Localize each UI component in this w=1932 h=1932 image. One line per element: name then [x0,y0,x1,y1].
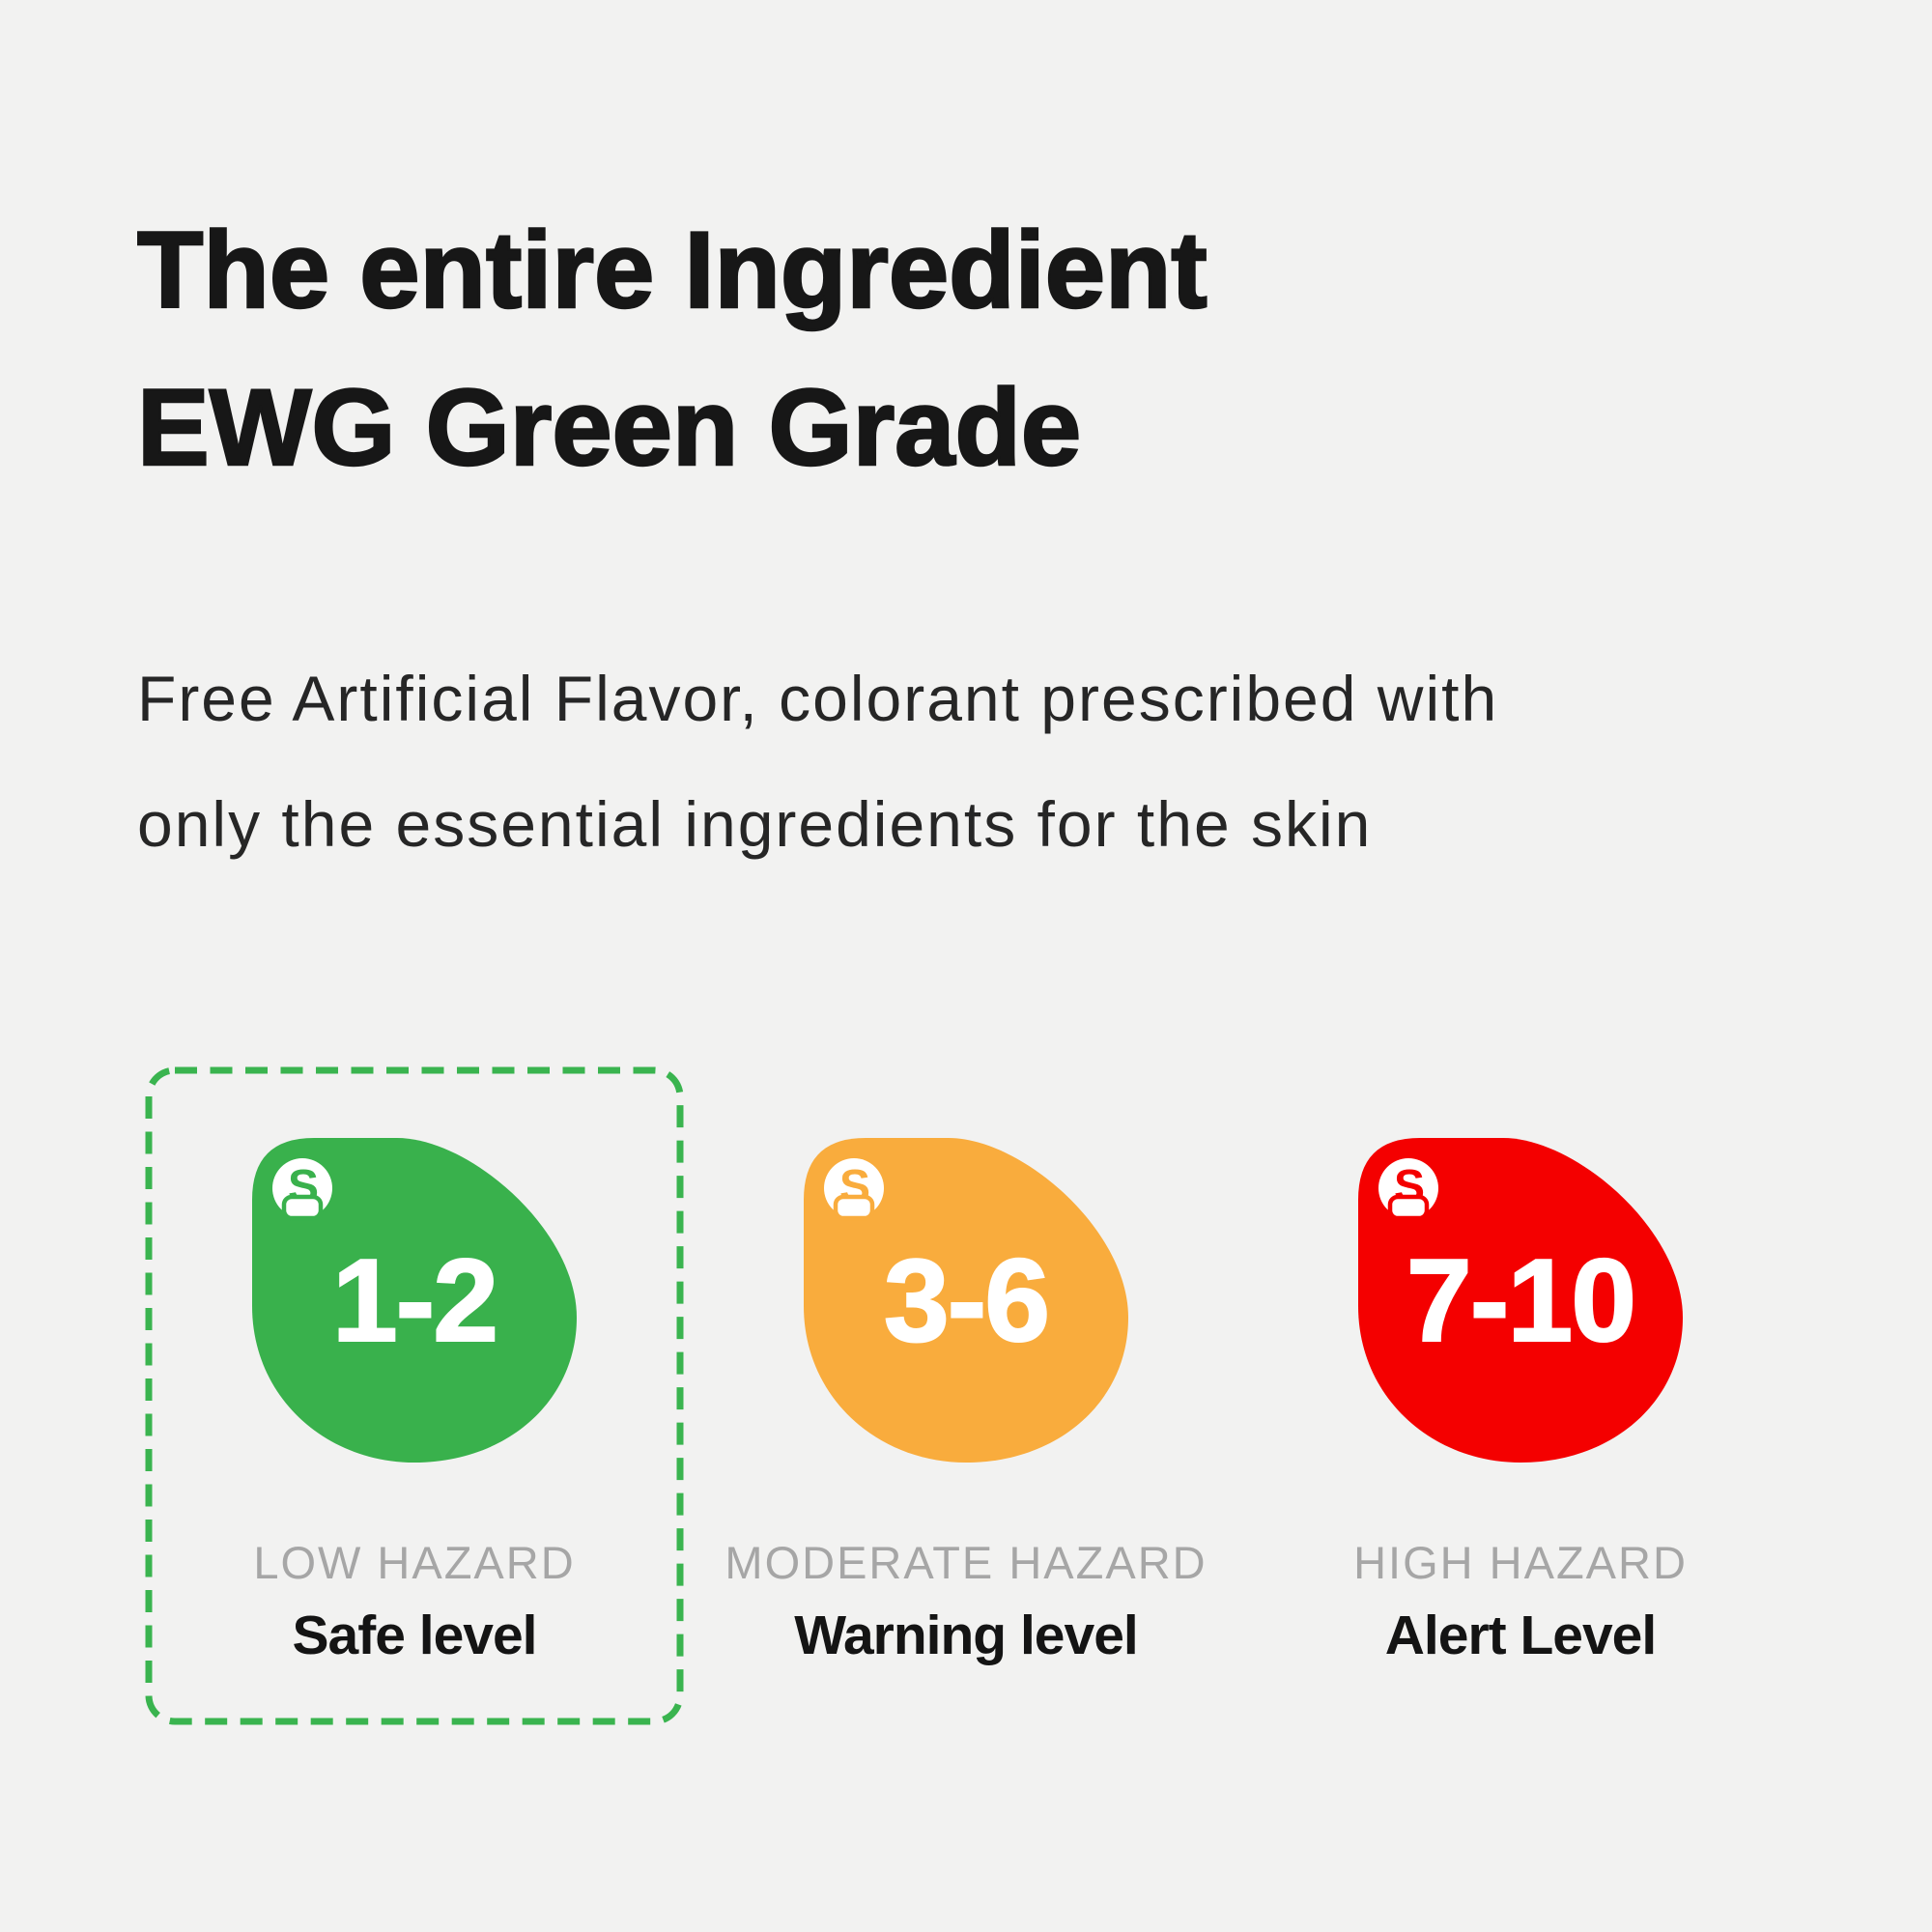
badge-blob-shape [252,1138,577,1463]
grade-range-number: 7-10 [1406,1234,1637,1367]
dashed-border [145,1066,684,1725]
level-label: Safe level [292,1605,537,1666]
subtitle-line-1: Free Artificial Flavor, colorant prescri… [137,663,1499,734]
title-line-2: EWG Green Grade [136,366,1083,490]
grade-badge-blob: S [804,1138,1128,1463]
hazard-label: HIGH HAZARD [1353,1537,1688,1588]
grade-card-moderate-hazard: S 3-6 MODERATE HAZARD Warning level [724,1138,1206,1737]
badge-blob-shape [1358,1138,1683,1463]
hazard-label: MODERATE HAZARD [724,1537,1208,1588]
grade-card-high-hazard: S 7-10 HIGH HAZARD Alert Level [1353,1138,1686,1737]
level-label: Warning level [794,1605,1138,1666]
stamp-logo-base [281,1194,324,1221]
hazard-label: LOW HAZARD [253,1537,576,1588]
level-label: Alert Level [1384,1605,1657,1666]
grade-range-number: 1-2 [331,1234,499,1367]
stamp-logo-base [1387,1194,1430,1221]
badge-blob-shape [804,1138,1128,1463]
grade-card-low-hazard: S 1-2 LOW HAZARD Safe level [252,1138,577,1737]
grade-range-number: 3-6 [883,1234,1051,1367]
subtitle-line-2: only the essential ingredients for the s… [137,788,1373,860]
title-line-1: The entire Ingredient [136,209,1208,332]
safe-grade-highlight-outline [145,1066,684,1725]
stamp-logo-base [833,1194,875,1221]
grade-badge-blob: S [1358,1138,1683,1463]
page-title: The entire Ingredient EWG Green Grade [136,191,1208,506]
page-subtitle: Free Artificial Flavor, colorant prescri… [137,636,1498,887]
grade-badge-blob: S [252,1138,577,1463]
